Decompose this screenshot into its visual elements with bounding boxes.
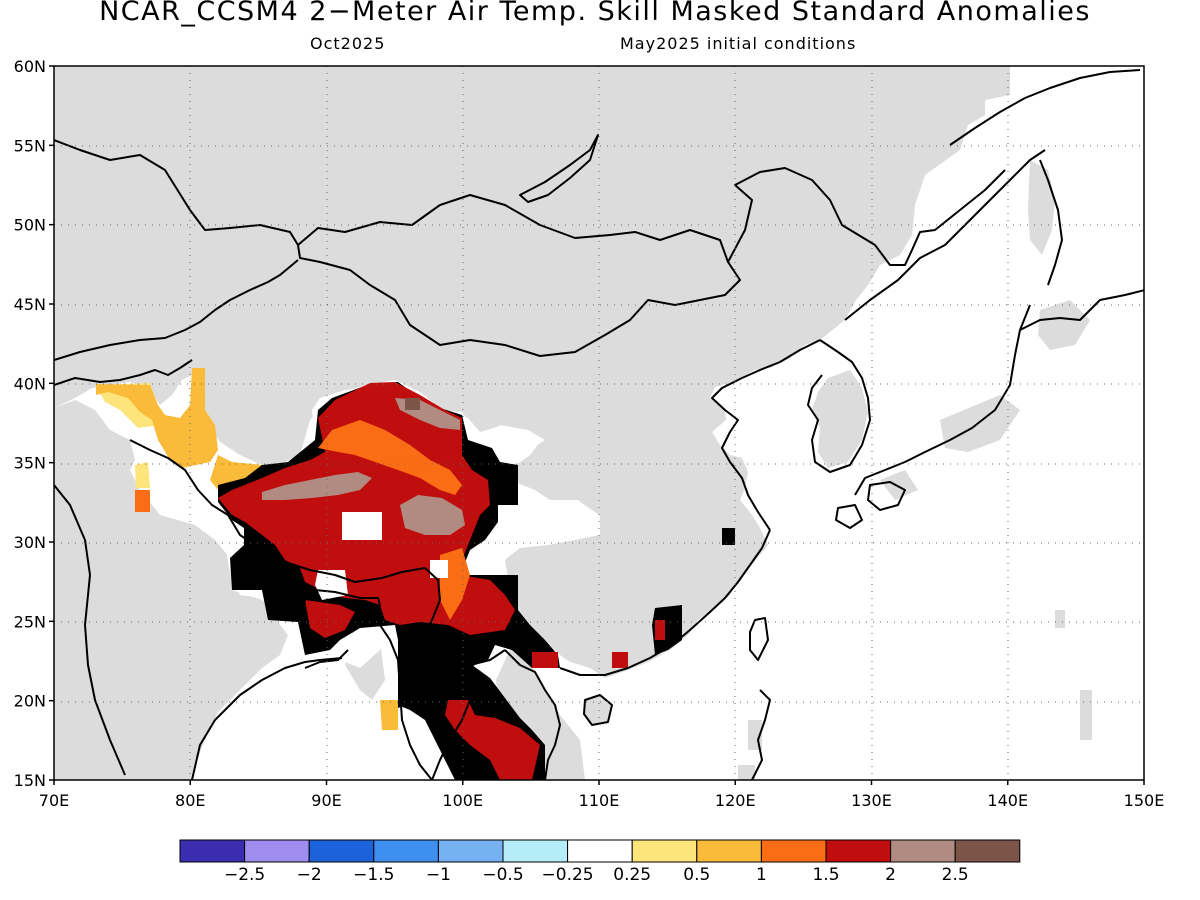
colorbar-bin bbox=[954, 839, 1021, 863]
colorbar-bin bbox=[890, 839, 956, 863]
anomaly-region-red bbox=[532, 652, 558, 668]
lat-tick-label: 15N bbox=[14, 771, 46, 790]
colorbar-label: −0.5 bbox=[482, 865, 523, 885]
colorbar-bin bbox=[696, 839, 762, 863]
colorbar-label: 2 bbox=[885, 865, 896, 885]
anomaly-region-red bbox=[612, 652, 628, 668]
lat-tick-label: 60N bbox=[14, 57, 46, 76]
lon-tick-label: 70E bbox=[39, 791, 69, 810]
colorbar-label: −2 bbox=[297, 865, 322, 885]
colorbar-bin bbox=[373, 839, 439, 863]
lon-tick-label: 150E bbox=[1124, 791, 1165, 810]
anomaly-region-orange bbox=[135, 490, 150, 512]
anomaly-region-darkbrown bbox=[405, 398, 420, 410]
coastlines-and-borders bbox=[54, 69, 1144, 780]
anomaly-region-yellow-light bbox=[135, 462, 150, 488]
lat-tick-label: 40N bbox=[14, 374, 46, 393]
colorbar-label: −1 bbox=[426, 865, 451, 885]
lon-tick-label: 130E bbox=[851, 791, 892, 810]
lat-tick-label: 30N bbox=[14, 533, 46, 552]
subtitle-valid-month: Oct2025 bbox=[310, 34, 386, 53]
anomaly-region-red bbox=[305, 600, 355, 638]
latitude-axis: 60N 55N 50N 45N 40N 35N 30N 25N 20N 15N bbox=[14, 57, 54, 790]
lon-tick-label: 120E bbox=[715, 791, 756, 810]
unmasked-gap bbox=[342, 512, 382, 540]
lat-tick-label: 55N bbox=[14, 136, 46, 155]
subtitle-initial-conditions: May2025 initial conditions bbox=[620, 34, 857, 53]
colorbar-label: 2.5 bbox=[942, 865, 969, 885]
lon-tick-label: 140E bbox=[987, 791, 1028, 810]
graticule bbox=[54, 66, 1144, 780]
lon-tick-label: 80E bbox=[175, 791, 205, 810]
lon-tick-label: 90E bbox=[311, 791, 341, 810]
anomaly-region-orange bbox=[318, 420, 462, 495]
anomaly-region-brown bbox=[262, 472, 372, 500]
colorbar: −2.5 −2 −1.5 −1 −0.5 −0.25 0.25 0.5 1 1.5 2 2.5 bbox=[179, 839, 1021, 885]
map-title: NCAR_CCSM4 2−Meter Air Temp. Skill Maske… bbox=[99, 0, 1091, 27]
lat-tick-label: 50N bbox=[14, 216, 46, 235]
colorbar-bin bbox=[308, 839, 375, 863]
anomaly-region-red bbox=[655, 620, 665, 640]
lat-tick-label: 20N bbox=[14, 692, 46, 711]
lon-tick-label: 110E bbox=[579, 791, 620, 810]
colorbar-label: −2.5 bbox=[224, 865, 265, 885]
lon-tick-label: 100E bbox=[442, 791, 483, 810]
colorbar-bin bbox=[760, 839, 827, 863]
anomaly-region-yellow bbox=[96, 368, 218, 468]
unmasked-gap bbox=[430, 560, 448, 578]
anomaly-region-orange bbox=[722, 528, 735, 545]
anomaly-region-red bbox=[445, 700, 540, 780]
colorbar-bin bbox=[244, 839, 310, 863]
colorbar-label: 0.25 bbox=[613, 865, 651, 885]
colorbar-bin bbox=[437, 839, 504, 863]
lat-tick-label: 25N bbox=[14, 612, 46, 631]
colorbar-label: −0.25 bbox=[542, 865, 594, 885]
colorbar-bin bbox=[825, 839, 892, 863]
colorbar-label: −1.5 bbox=[353, 865, 394, 885]
lat-tick-label: 45N bbox=[14, 295, 46, 314]
colorbar-bin bbox=[631, 839, 698, 863]
longitude-axis: 70E 80E 90E 100E 110E 120E 130E 140E 150E bbox=[39, 780, 1165, 810]
lat-tick-label: 35N bbox=[14, 454, 46, 473]
colorbar-label: 0.5 bbox=[683, 865, 710, 885]
anomaly-region-brown bbox=[400, 495, 465, 535]
colorbar-label: 1 bbox=[756, 865, 767, 885]
anomaly-region-yellow bbox=[380, 700, 398, 730]
colorbar-bin bbox=[502, 839, 569, 863]
colorbar-bin bbox=[567, 839, 633, 863]
colorbar-bin bbox=[179, 839, 246, 863]
colorbar-label: 1.5 bbox=[812, 865, 839, 885]
